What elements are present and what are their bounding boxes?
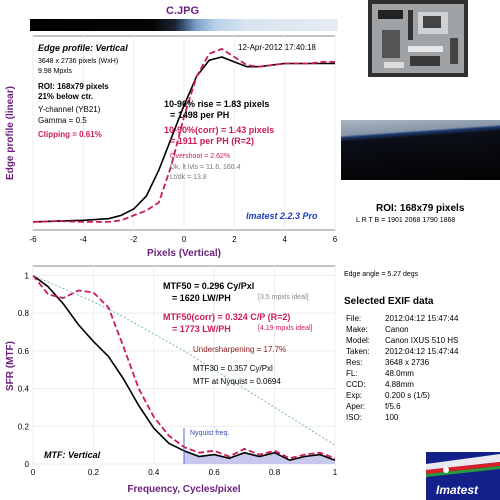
exif-row: Model: Canon IXUS 510 HS	[346, 336, 458, 345]
exif-key: CCD:	[346, 380, 366, 389]
edge-xlabel: Pixels (Vertical)	[147, 248, 221, 259]
roi-title: ROI: 168x79 pixels	[376, 203, 465, 214]
mtf-x-tick-label: 0.2	[88, 468, 100, 477]
edge-angle: Edge angle = 5.27 degs	[344, 271, 419, 278]
mtf-y-tick-label: 0.2	[18, 422, 30, 431]
exif-key: FL:	[346, 369, 358, 378]
edge-clipping: Clipping = 0.61%	[38, 130, 102, 139]
edge-gradient-strip	[30, 19, 338, 31]
exif-value: f/5.6	[385, 402, 401, 411]
exif-row: Exp: 0.200 s (1/5)	[346, 391, 430, 400]
exif-value: 4.88mm	[385, 380, 414, 389]
exif-value: 2012:04:12 15:47:44	[385, 347, 459, 356]
edge-roi-line2: 21% below ctr.	[38, 92, 94, 101]
exif-row: ISO: 100	[346, 413, 398, 422]
edge-roi-line1: ROI: 168x79 pixels	[38, 82, 109, 91]
mtf-xlabel: Frequency, Cycles/pixel	[127, 484, 240, 495]
exif-row: Make: Canon	[346, 325, 409, 334]
exif-row: File: 2012:04:12 15:47:44	[346, 314, 458, 323]
edge-profile-chart: -6 -4 -2 0 2 4 6 Pixels (Vertical) Edge profil…	[5, 35, 338, 259]
mtf50-lw: = 1620 LW/PH	[172, 293, 231, 303]
exif-row: CCD: 4.88mm	[346, 380, 414, 389]
exif-key: Exp:	[346, 391, 363, 400]
edge-date: 12-Apr-2012 17:40:18	[238, 43, 316, 52]
edge-rise-ph: = 1498 per PH	[170, 110, 230, 120]
edge-x-tick-label: -2	[130, 235, 138, 244]
exif-key: Aper:	[346, 402, 366, 411]
edge-series-line	[32, 47, 335, 223]
edge-x-tick-label: 0	[182, 235, 187, 244]
exif-title: Selected EXIF data	[344, 296, 434, 307]
edge-info-1: 3648 x 2736 pixels (WxH)	[38, 58, 119, 65]
mtf-x-tick-label: 0.8	[269, 468, 281, 477]
exif-value: 48.0mm	[385, 369, 414, 378]
mtf-y-tick-label: 1	[25, 271, 30, 280]
mtf50-ideal: [3.5 mpxls ideal]	[258, 294, 309, 301]
exif-key: Res:	[346, 358, 363, 367]
exif-value: 0.200 s (1/5)	[385, 391, 430, 400]
imatest-logo: Imatest	[426, 452, 500, 500]
nyquist-label: Nyquist freq.	[190, 430, 230, 437]
mtf30: MTF30 = 0.357 Cy/Pxl	[193, 364, 273, 373]
edge-gamma: Gamma = 0.5	[38, 116, 87, 125]
exif-value: 3648 x 2736	[385, 358, 430, 367]
edge-x-tick-label: 2	[232, 235, 237, 244]
edge-lt-dk: Lt/dk = 13.8	[170, 174, 207, 181]
exif-key: Taken:	[346, 347, 370, 356]
exif-key: Make:	[346, 325, 368, 334]
mtf-header: MTF: Vertical	[44, 450, 101, 460]
mtf50: MTF50 = 0.296 Cy/Pxl	[163, 281, 255, 291]
imatest-logo-text: Imatest	[436, 483, 479, 497]
mtf-y-tick-label: 0.6	[18, 347, 30, 356]
edge-x-tick-label: 6	[333, 235, 338, 244]
mtf-x-tick-label: 1	[333, 468, 338, 477]
exif-row: Res: 3648 x 2736	[346, 358, 429, 367]
roi-crop-image	[341, 120, 500, 180]
exif-row: Taken: 2012:04:12 15:47:44	[346, 347, 458, 356]
mtf50-corr-lw: = 1773 LW/PH	[172, 324, 231, 334]
exif-row: FL: 48.0mm	[346, 369, 414, 378]
exif-row: Aper: f/5.6	[346, 402, 401, 411]
exif-key: ISO:	[346, 413, 363, 422]
edge-x-tick-label: 4	[282, 235, 287, 244]
exif-value: Canon	[385, 325, 409, 334]
exif-value: Canon IXUS 510 HS	[385, 336, 459, 345]
edge-series-line	[32, 56, 335, 223]
edge-rise: 10-90% rise = 1.83 pixels	[164, 99, 270, 109]
roi-ltrb: L R T B = 1901 2068 1790 1868	[356, 217, 456, 224]
exif-value: 100	[385, 413, 399, 422]
edge-x-tick-label: -6	[29, 235, 37, 244]
edge-x-tick-label: -4	[80, 235, 88, 244]
edge-header: Edge profile: Vertical	[38, 43, 128, 53]
edge-overshoot: Overshoot = 2.62%	[170, 153, 231, 160]
test-chart-thumbnail	[368, 0, 468, 77]
exif-value: 2012:04:12 15:47:44	[385, 314, 459, 323]
mtf-x-tick-label: 0.6	[209, 468, 221, 477]
mtf-series-line	[32, 274, 336, 446]
edge-channel: Y-channel (YB21)	[38, 105, 101, 114]
exif-key: File:	[346, 314, 362, 323]
imatest-brand: Imatest 2.2.3 Pro	[246, 211, 318, 221]
edge-ylabel: Edge profile (linear)	[5, 86, 16, 180]
mtf-y-tick-label: 0.8	[18, 309, 30, 318]
imatest-logo-graphic	[426, 454, 500, 477]
mtf50-corr: MTF50(corr) = 0.324 C/P (R=2)	[163, 312, 291, 322]
edge-rise-corr-ph: = 1911 per PH (R=2)	[170, 136, 255, 146]
mtf50-corr-ideal: [4.19 mpxls ideal]	[258, 325, 313, 332]
edge-info-2: 9.98 Mpxls	[38, 68, 72, 75]
mtf-x-tick-label: 0	[31, 468, 36, 477]
beyond-nyquist-fill	[184, 450, 335, 464]
exif-key: Model:	[346, 336, 371, 345]
undersharpening: Undersharpening = 17.7%	[193, 345, 287, 354]
mtf-chart: 0 0.2 0.4 0.6 0.8 1 0 0.2 0.4 0.6 0.8 1 Frequency, …	[5, 265, 338, 495]
edge-rise-corr: 10-90%(corr) = 1.43 pixels	[164, 125, 275, 135]
mtf-at-nyquist: MTF at Nyquist = 0.0694	[193, 377, 281, 386]
edge-dk-lt: Dk, lt lvls = 11.6, 160.4	[170, 164, 241, 171]
mtf-y-tick-label: 0.4	[18, 385, 30, 394]
mtf-y-tick-label: 0	[25, 460, 30, 469]
mtf-x-tick-label: 0.4	[148, 468, 160, 477]
window-title: C.JPG	[166, 5, 200, 17]
mtf-ylabel: SFR (MTF)	[5, 341, 16, 391]
